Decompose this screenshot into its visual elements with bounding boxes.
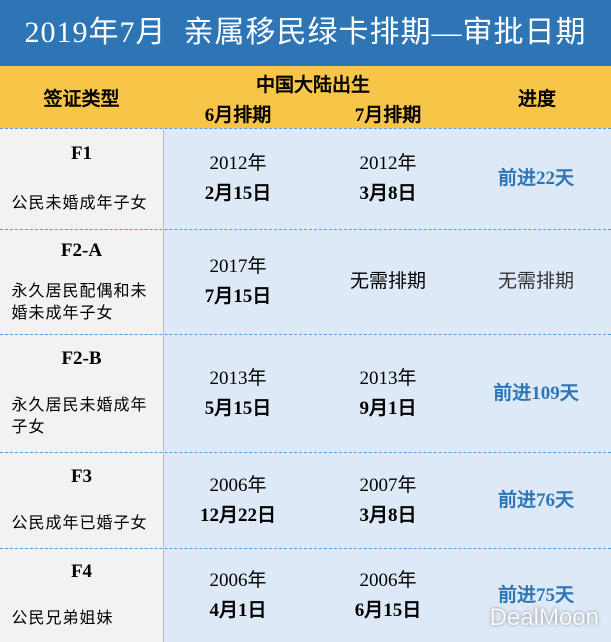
date-text: 无需排期 xyxy=(349,271,426,292)
date-text: 4月1日 xyxy=(209,599,267,621)
date-cell: 2012年 3月8日 xyxy=(313,129,463,229)
watermark: DealMoon xyxy=(489,604,599,631)
category: F1 xyxy=(70,143,93,164)
progress-cell: 前进76天 xyxy=(461,453,611,548)
date-cell: 2013年 9月1日 xyxy=(313,335,463,452)
type-cell: F4 公民兄弟姐妹 xyxy=(0,549,164,642)
progress-cell: 无需排期 xyxy=(461,230,611,334)
date-cell: 2007年 3月8日 xyxy=(313,453,463,548)
description: 永久居民未婚成年子女 xyxy=(11,397,148,437)
date-text: 12月22日 xyxy=(199,504,276,526)
date-text: 2017年 xyxy=(209,256,267,277)
date-cell: 2017年 7月15日 xyxy=(163,230,313,334)
description: 公民兄弟姐妹 xyxy=(11,609,114,627)
description: 公民成年已婚子女 xyxy=(11,515,148,533)
date-text: 5月15日 xyxy=(204,397,272,419)
date-text: 2013年 xyxy=(359,367,417,389)
type-cell: F3 公民成年已婚子女 xyxy=(0,453,164,548)
progress: 前进109天 xyxy=(493,382,579,404)
table-row: F2-A 永久居民配偶和未婚未成年子女 2017年 7月15日 无需排期 无需排期 xyxy=(0,229,611,334)
progress-cell: 前进22天 xyxy=(461,129,611,229)
date-text: 2006年 xyxy=(209,569,267,591)
progress: 前进75天 xyxy=(497,584,574,606)
table-row: F2-B 永久居民未婚成年子女 2013年 5月15日 2013年 9月1日 前进109天 xyxy=(0,334,611,452)
description: 永久居民配偶和未婚未成年子女 xyxy=(11,282,148,322)
date-text: 3月8日 xyxy=(359,504,417,526)
date-cell: 无需排期 xyxy=(313,230,463,334)
header-cell: 7月排期 xyxy=(354,105,422,126)
date-text: 2012年 xyxy=(359,153,417,174)
header-cell: 签证类型 xyxy=(43,89,120,110)
date-text: 2007年 xyxy=(359,474,417,496)
date-text: 2月15日 xyxy=(204,183,272,204)
header-cell: 中国大陆出生 xyxy=(255,75,370,96)
progress: 前进76天 xyxy=(497,489,574,511)
category: F3 xyxy=(70,465,93,487)
category: F4 xyxy=(70,561,93,583)
table-row: F1 公民未婚成年子女 2012年 2月15日 2012年 3月8日 前进22天 xyxy=(0,128,611,229)
date-text: 7月15日 xyxy=(204,286,272,307)
progress: 前进22天 xyxy=(497,168,574,189)
date-text: 2006年 xyxy=(359,569,417,591)
type-cell: F2-B 永久居民未婚成年子女 xyxy=(0,335,164,452)
date-text: 6月15日 xyxy=(354,599,422,621)
type-cell: F1 公民未婚成年子女 xyxy=(0,129,164,229)
date-cell: 2006年 4月1日 xyxy=(163,549,313,642)
title: 2019年7月 亲属移民绿卡排期—审批日期 xyxy=(0,0,611,66)
date-cell: 2006年 6月15日 xyxy=(313,549,463,642)
progress-cell: 前进75天 xyxy=(461,549,611,642)
date-text: 3月8日 xyxy=(359,183,417,204)
type-cell: F2-A 永久居民配偶和未婚未成年子女 xyxy=(0,230,164,334)
date-cell: 2013年 5月15日 xyxy=(163,335,313,452)
category: F2-A xyxy=(60,239,103,261)
table-row: F4 公民兄弟姐妹 2006年 4月1日 2006年 6月15日 前进75天 xyxy=(0,548,611,642)
header-cell: 进度 xyxy=(517,89,556,110)
description: 公民未婚成年子女 xyxy=(11,195,148,212)
category: F2-B xyxy=(61,347,102,369)
header-row: 签证类型 中国大陆出生 6月排期 7月排期 进度 xyxy=(0,66,611,128)
progress-cell: 前进109天 xyxy=(461,335,611,452)
progress: 无需排期 xyxy=(497,271,574,292)
date-text: 2012年 xyxy=(209,153,267,174)
date-text: 2013年 xyxy=(209,367,267,389)
header-cell: 6月排期 xyxy=(204,105,272,126)
table-row: F3 公民成年已婚子女 2006年 12月22日 2007年 3月8日 前进76天 xyxy=(0,452,611,548)
date-text: 2006年 xyxy=(209,474,267,496)
date-cell: 2006年 12月22日 xyxy=(163,453,313,548)
date-cell: 2012年 2月15日 xyxy=(163,129,313,229)
date-text: 9月1日 xyxy=(359,397,417,419)
